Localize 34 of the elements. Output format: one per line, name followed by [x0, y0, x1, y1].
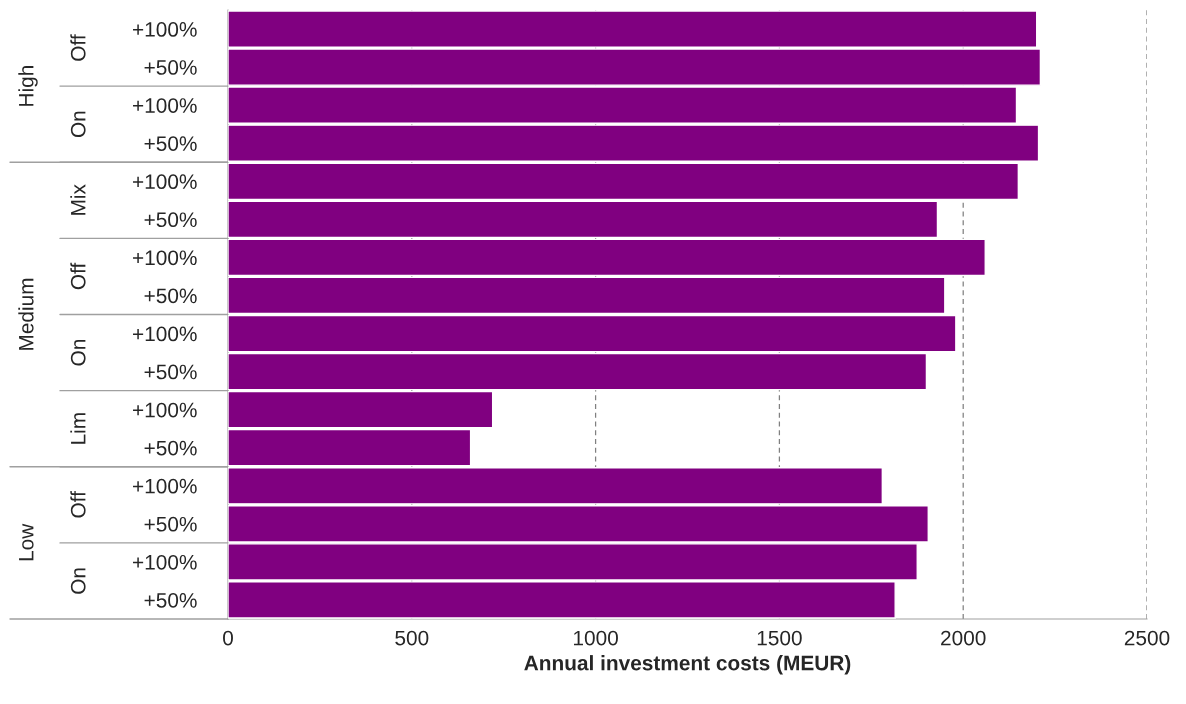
text: On: [70, 111, 86, 138]
y-tick-label: +50%: [144, 136, 197, 151]
y-tick-label: +50%: [144, 212, 197, 228]
x-axis-title: Annual investment costs (MEUR): [524, 655, 851, 675]
text: Mix: [70, 184, 86, 215]
y-tick-label: +50%: [144, 440, 197, 456]
text: Off: [70, 34, 86, 61]
y-tick-label: +50%: [144, 364, 197, 380]
text: Lim: [70, 413, 86, 444]
text: Off: [70, 491, 86, 518]
text: Off: [70, 262, 86, 290]
y-tick-label: +100%: [133, 554, 197, 570]
x-tick-label: 2000: [941, 630, 986, 646]
y-tick-label: +100%: [133, 478, 197, 494]
y-tick-label: +100%: [133, 326, 197, 342]
text: On: [70, 340, 86, 366]
y-tick-label: +100%: [133, 250, 197, 266]
y-tick-label: +100%: [133, 174, 197, 190]
x-tick-label: 0: [223, 630, 233, 646]
text: High: [18, 66, 38, 106]
y-tick-label: +50%: [144, 60, 197, 75]
x-tick-label: 500: [395, 630, 429, 646]
text: Medium: [18, 278, 34, 350]
x-tick-label: 1500: [757, 630, 802, 646]
x-tick-label: 2500: [1124, 630, 1170, 646]
x-tick-label: 1000: [574, 630, 618, 646]
y-tick-label: +50%: [144, 592, 197, 608]
y-tick-label: +100%: [133, 402, 197, 418]
y-tick-label: +100%: [133, 98, 197, 113]
y-tick-label: +50%: [144, 288, 197, 304]
y-tick-label: +50%: [144, 516, 197, 532]
text: Low: [19, 523, 34, 561]
y-tick-label: +100%: [133, 22, 197, 37]
text: On: [70, 568, 86, 594]
